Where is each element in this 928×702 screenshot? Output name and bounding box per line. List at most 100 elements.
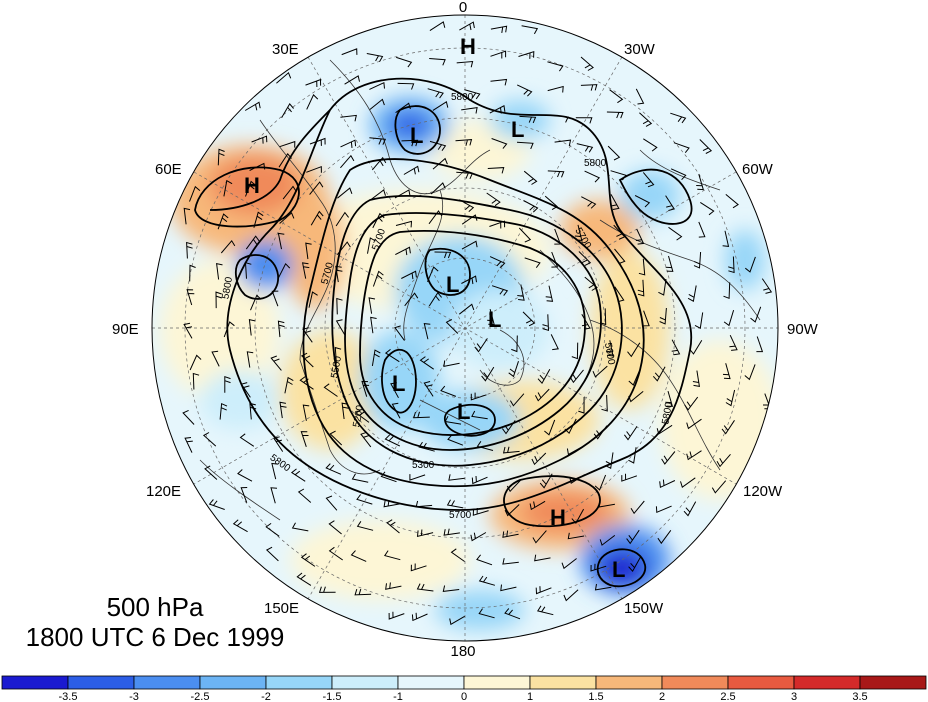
wind-barb	[223, 321, 235, 338]
colorbar-swatch	[1, 675, 69, 690]
wind-barb	[248, 318, 256, 336]
wind-barb	[396, 56, 413, 68]
lon-label-30w: 30W	[624, 41, 656, 58]
wind-barb	[476, 554, 493, 566]
wind-barb	[239, 433, 255, 447]
wind-barb	[471, 410, 488, 420]
wind-barb	[639, 112, 653, 127]
wind-barb	[592, 365, 608, 378]
wind-barb	[265, 522, 280, 537]
wind-barb	[336, 241, 351, 256]
wind-barb	[385, 582, 402, 590]
wind-barb	[478, 608, 495, 619]
contour-label: 5700	[449, 510, 472, 521]
wind-barb	[419, 356, 434, 370]
wind-barb	[186, 241, 193, 259]
wind-barb	[517, 284, 525, 301]
wind-barb	[344, 75, 360, 85]
wind-barb	[638, 258, 646, 276]
wind-barb	[301, 262, 310, 279]
wind-barb	[643, 138, 658, 152]
colorbar-tick-label: 2	[659, 691, 665, 702]
wind-barb	[670, 112, 687, 124]
wind-barb	[509, 393, 525, 407]
wind-barb	[545, 285, 554, 302]
wind-barb	[606, 340, 614, 357]
wind-barb	[683, 501, 697, 517]
wind-barb	[694, 312, 704, 329]
colorbar-swatch	[199, 675, 267, 690]
wind-barb	[184, 437, 193, 453]
wind-barb	[245, 180, 257, 197]
wind-barb	[561, 558, 577, 570]
high-pressure-center: H	[460, 34, 476, 59]
wind-barb	[383, 550, 401, 561]
wind-barb	[519, 115, 537, 124]
wind-barb	[277, 262, 291, 279]
wind-barb	[300, 553, 316, 567]
colorbar-swatch	[793, 675, 861, 690]
wind-barb	[689, 339, 703, 355]
wind-barb	[361, 380, 370, 397]
lon-label-180: 180	[450, 643, 475, 660]
contour-label: 5300	[412, 460, 435, 471]
wind-barb	[446, 499, 464, 509]
lon-label-120w: 120W	[743, 483, 783, 500]
wind-barb	[594, 583, 612, 591]
wind-barb	[508, 361, 519, 378]
wind-barb	[290, 468, 306, 482]
wind-barb	[394, 325, 405, 341]
wind-barb	[722, 230, 730, 247]
wind-barb	[729, 334, 738, 351]
wind-barb	[366, 53, 384, 62]
wind-barb	[461, 240, 478, 250]
wind-barb	[529, 500, 546, 511]
wind-barb	[537, 368, 551, 385]
wind-barb	[489, 220, 506, 229]
wind-barb	[547, 61, 564, 72]
colorbar-tick-label: 3.5	[852, 691, 867, 702]
wind-barb	[423, 323, 431, 340]
wind-barb	[183, 207, 191, 225]
wind-barb	[189, 354, 202, 371]
wind-barb	[383, 500, 400, 508]
wind-barb	[578, 396, 585, 414]
wind-barb	[182, 409, 195, 425]
wind-barb	[337, 187, 353, 199]
wind-barb	[246, 351, 254, 368]
colorbar-swatch	[661, 675, 729, 690]
wind-barb	[270, 487, 278, 504]
wind-barb	[668, 226, 683, 241]
wind-barb	[429, 21, 446, 32]
wind-barb	[635, 88, 645, 105]
wind-barb	[291, 522, 309, 532]
wind-barb	[318, 586, 336, 593]
wind-barb	[386, 519, 400, 534]
wind-barb	[216, 262, 223, 280]
contour-label: 5500	[329, 355, 344, 379]
wind-barb	[455, 139, 473, 146]
wind-barb	[401, 270, 417, 280]
wind-barb	[671, 339, 681, 356]
wind-barb	[428, 210, 443, 225]
wind-barb	[635, 228, 645, 245]
wind-barb	[340, 139, 357, 148]
wind-barb	[584, 276, 598, 291]
wind-barb	[215, 291, 222, 309]
contour-label: 5800	[220, 276, 235, 300]
wind-barb	[575, 117, 593, 124]
wind-barb	[445, 319, 459, 334]
wind-barb	[621, 473, 638, 482]
wind-barb	[535, 586, 552, 595]
wind-barb	[404, 292, 419, 307]
wind-barb	[244, 101, 261, 111]
wind-barb	[605, 452, 614, 469]
wind-barb	[521, 25, 539, 35]
wind-barb	[665, 390, 674, 407]
wind-barb	[576, 143, 594, 153]
wind-barb	[305, 242, 312, 260]
wind-barb	[410, 563, 427, 572]
lon-label-150e: 150E	[264, 600, 299, 617]
wind-barb	[217, 213, 229, 230]
wind-barb	[186, 289, 195, 306]
